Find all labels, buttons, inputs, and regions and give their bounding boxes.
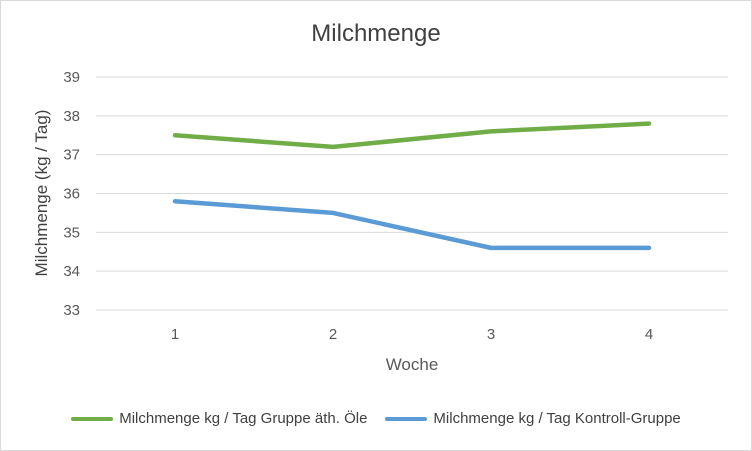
y-axis-label: Milchmenge (kg / Tag) (32, 110, 51, 277)
legend-item-blue: Milchmenge kg / Tag Kontroll-Gruppe (385, 410, 681, 427)
y-tick-label: 35 (63, 224, 80, 241)
legend-swatch-green (71, 416, 114, 421)
y-tick-label: 33 (63, 302, 80, 319)
chart-title: Milchmenge (311, 20, 441, 47)
y-tick-label: 34 (63, 263, 80, 280)
y-tick-label: 36 (63, 186, 80, 203)
y-tick-labels: 33 34 35 36 37 38 39 (63, 69, 80, 319)
series-line-0 (172, 121, 652, 150)
y-tick-label: 39 (63, 69, 80, 86)
x-tick-labels: 1 2 3 4 (171, 326, 653, 343)
y-tick-label: 38 (63, 108, 80, 125)
legend: Milchmenge kg / Tag Gruppe äth. Öle Milc… (0, 410, 752, 427)
x-tick-label: 3 (487, 326, 495, 343)
x-tick-label: 4 (645, 326, 653, 343)
series-lines (172, 121, 652, 251)
x-axis-label: Woche (386, 355, 439, 374)
legend-label-blue: Milchmenge kg / Tag Kontroll-Gruppe (433, 410, 681, 427)
y-tick-label: 37 (63, 147, 80, 164)
legend-item-green: Milchmenge kg / Tag Gruppe äth. Öle (71, 410, 367, 427)
x-tick-label: 2 (329, 326, 337, 343)
gridlines (96, 76, 728, 311)
x-tick-label: 1 (171, 326, 179, 343)
legend-label-green: Milchmenge kg / Tag Gruppe äth. Öle (119, 410, 368, 427)
series-line-1 (172, 199, 652, 251)
legend-swatch-blue (385, 416, 428, 421)
